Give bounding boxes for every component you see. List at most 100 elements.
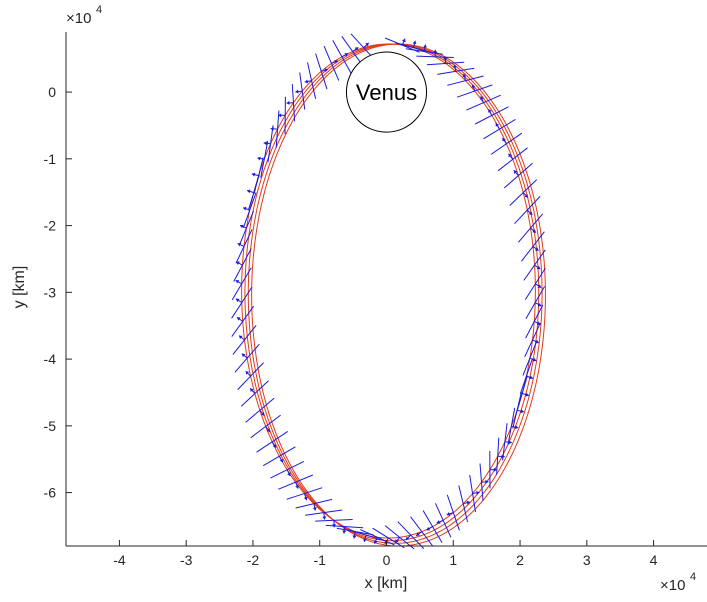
attitude-line bbox=[253, 157, 264, 194]
x-scale-base: ×10 bbox=[660, 577, 685, 594]
thrust-arrowhead bbox=[352, 535, 357, 539]
attitude-line bbox=[518, 213, 544, 243]
y-ticks: 0 -1 -2 -3 -4 -5 -6 bbox=[44, 84, 72, 501]
y-tick-label: -1 bbox=[44, 151, 57, 167]
attitude-line bbox=[260, 140, 269, 178]
x-tick-label: 2 bbox=[516, 552, 524, 568]
thrust-arrowhead bbox=[525, 392, 529, 397]
x-axis-scale-factor: ×10 4 bbox=[660, 571, 696, 594]
thrust-arrowhead bbox=[508, 153, 512, 158]
thrust-arrowhead bbox=[537, 284, 542, 288]
thrust-arrowhead bbox=[529, 375, 533, 380]
y-tick-label: -2 bbox=[44, 218, 57, 234]
thrust-arrowhead bbox=[436, 520, 441, 524]
thrust-arrowhead bbox=[537, 302, 542, 307]
thrust-arrowhead bbox=[528, 211, 533, 215]
attitude-line bbox=[232, 324, 257, 355]
thrust-arrowhead bbox=[433, 49, 438, 53]
y-tick-label: 0 bbox=[48, 84, 56, 100]
x-tick-label: -4 bbox=[113, 552, 126, 568]
thrust-arrowhead bbox=[446, 512, 451, 516]
x-ticks: -4 -3 -2 -1 0 1 2 3 4 bbox=[113, 540, 658, 568]
thrust-arrowhead bbox=[471, 84, 476, 88]
thrust-arrowhead bbox=[272, 444, 277, 448]
thrust-arrowhead bbox=[266, 428, 270, 432]
orbit-line bbox=[247, 43, 543, 544]
thrust-arrowhead bbox=[251, 172, 256, 177]
thrust-arrowhead bbox=[508, 440, 512, 445]
attitude-line bbox=[245, 397, 275, 423]
thrust-arrowhead bbox=[520, 409, 524, 414]
thrust-arrowhead bbox=[243, 206, 247, 211]
attitude-line bbox=[469, 475, 476, 513]
thrust-arrowhead bbox=[466, 500, 470, 505]
thrust-arrowhead bbox=[412, 40, 417, 45]
x-tick-label: 3 bbox=[583, 552, 591, 568]
thrust-arrowhead bbox=[257, 156, 261, 161]
attitude-line bbox=[514, 196, 541, 225]
thrust-arrowhead bbox=[495, 123, 500, 127]
thrust-arrowhead bbox=[344, 53, 348, 57]
attitude-line bbox=[256, 430, 288, 453]
thrust-arrowhead bbox=[534, 247, 539, 251]
thrust-arrowhead bbox=[342, 530, 347, 534]
y-axis-label: y [km] bbox=[11, 266, 28, 309]
thrust-arrowhead bbox=[286, 100, 290, 105]
thrust-arrowhead bbox=[322, 516, 327, 520]
venus-circle bbox=[345, 51, 428, 133]
thrust-arrowhead bbox=[235, 298, 240, 303]
thrust-arrowhead bbox=[334, 60, 338, 64]
thrust-arrowhead bbox=[278, 113, 282, 118]
x-tick-label: 1 bbox=[449, 552, 457, 568]
thrust-arrowhead bbox=[502, 138, 506, 142]
thrust-arrowhead bbox=[304, 79, 309, 84]
attitude-line bbox=[509, 179, 538, 206]
attitude-line bbox=[278, 474, 313, 490]
thrust-arrowhead bbox=[312, 507, 317, 511]
thrust-arrowhead bbox=[287, 472, 291, 476]
attitude-line bbox=[237, 362, 264, 390]
x-tick-label: 4 bbox=[650, 552, 658, 568]
thrust-arrowhead bbox=[476, 490, 480, 495]
thrust-arrowhead bbox=[493, 467, 497, 472]
thrust-arrowhead bbox=[236, 261, 240, 265]
thrust-arrowhead bbox=[261, 412, 265, 416]
thrust-arrowhead bbox=[443, 56, 448, 60]
thrust-arrowhead bbox=[239, 335, 243, 339]
thrust-arrowhead bbox=[295, 485, 299, 489]
thrust-arrowhead bbox=[279, 458, 284, 463]
thrust-arrowhead bbox=[416, 532, 420, 536]
y-tick-label: -4 bbox=[44, 351, 57, 367]
attitude-line bbox=[242, 192, 257, 228]
attitude-line bbox=[446, 494, 460, 531]
thrust-arrowhead bbox=[532, 229, 536, 233]
attitude-line bbox=[522, 340, 538, 376]
y-tick-label: -3 bbox=[44, 284, 57, 300]
attitude-line bbox=[231, 305, 255, 337]
x-tick-label: -2 bbox=[247, 552, 260, 568]
y-tick-label: -5 bbox=[44, 418, 57, 434]
thrust-arrowhead bbox=[363, 538, 367, 542]
y-axis-scale-factor: ×10 4 bbox=[66, 4, 102, 27]
thrust-arrowhead bbox=[240, 224, 244, 229]
thrust-arrowhead bbox=[324, 68, 328, 73]
attitude-line bbox=[231, 286, 253, 319]
attitude-line bbox=[447, 75, 484, 86]
thrust-arrowhead bbox=[485, 479, 489, 484]
x-tick-label: -1 bbox=[314, 552, 327, 568]
thrust-arrowhead bbox=[245, 371, 250, 375]
thrust-arrowhead bbox=[423, 44, 427, 48]
thrust-arrowhead bbox=[532, 357, 537, 362]
attitude-line bbox=[521, 231, 545, 262]
thrust-arrowhead bbox=[250, 388, 254, 392]
thrust-arrowhead bbox=[247, 189, 251, 194]
thrust-arrowhead bbox=[373, 540, 378, 544]
orbit-line bbox=[244, 43, 540, 542]
thrust-arrowhead bbox=[405, 536, 410, 540]
thrust-arrowhead bbox=[513, 170, 518, 174]
attitude-line bbox=[360, 529, 395, 546]
attitude-line bbox=[325, 524, 364, 529]
attitude-line bbox=[502, 423, 508, 461]
x-scale-exponent: 4 bbox=[690, 571, 696, 583]
